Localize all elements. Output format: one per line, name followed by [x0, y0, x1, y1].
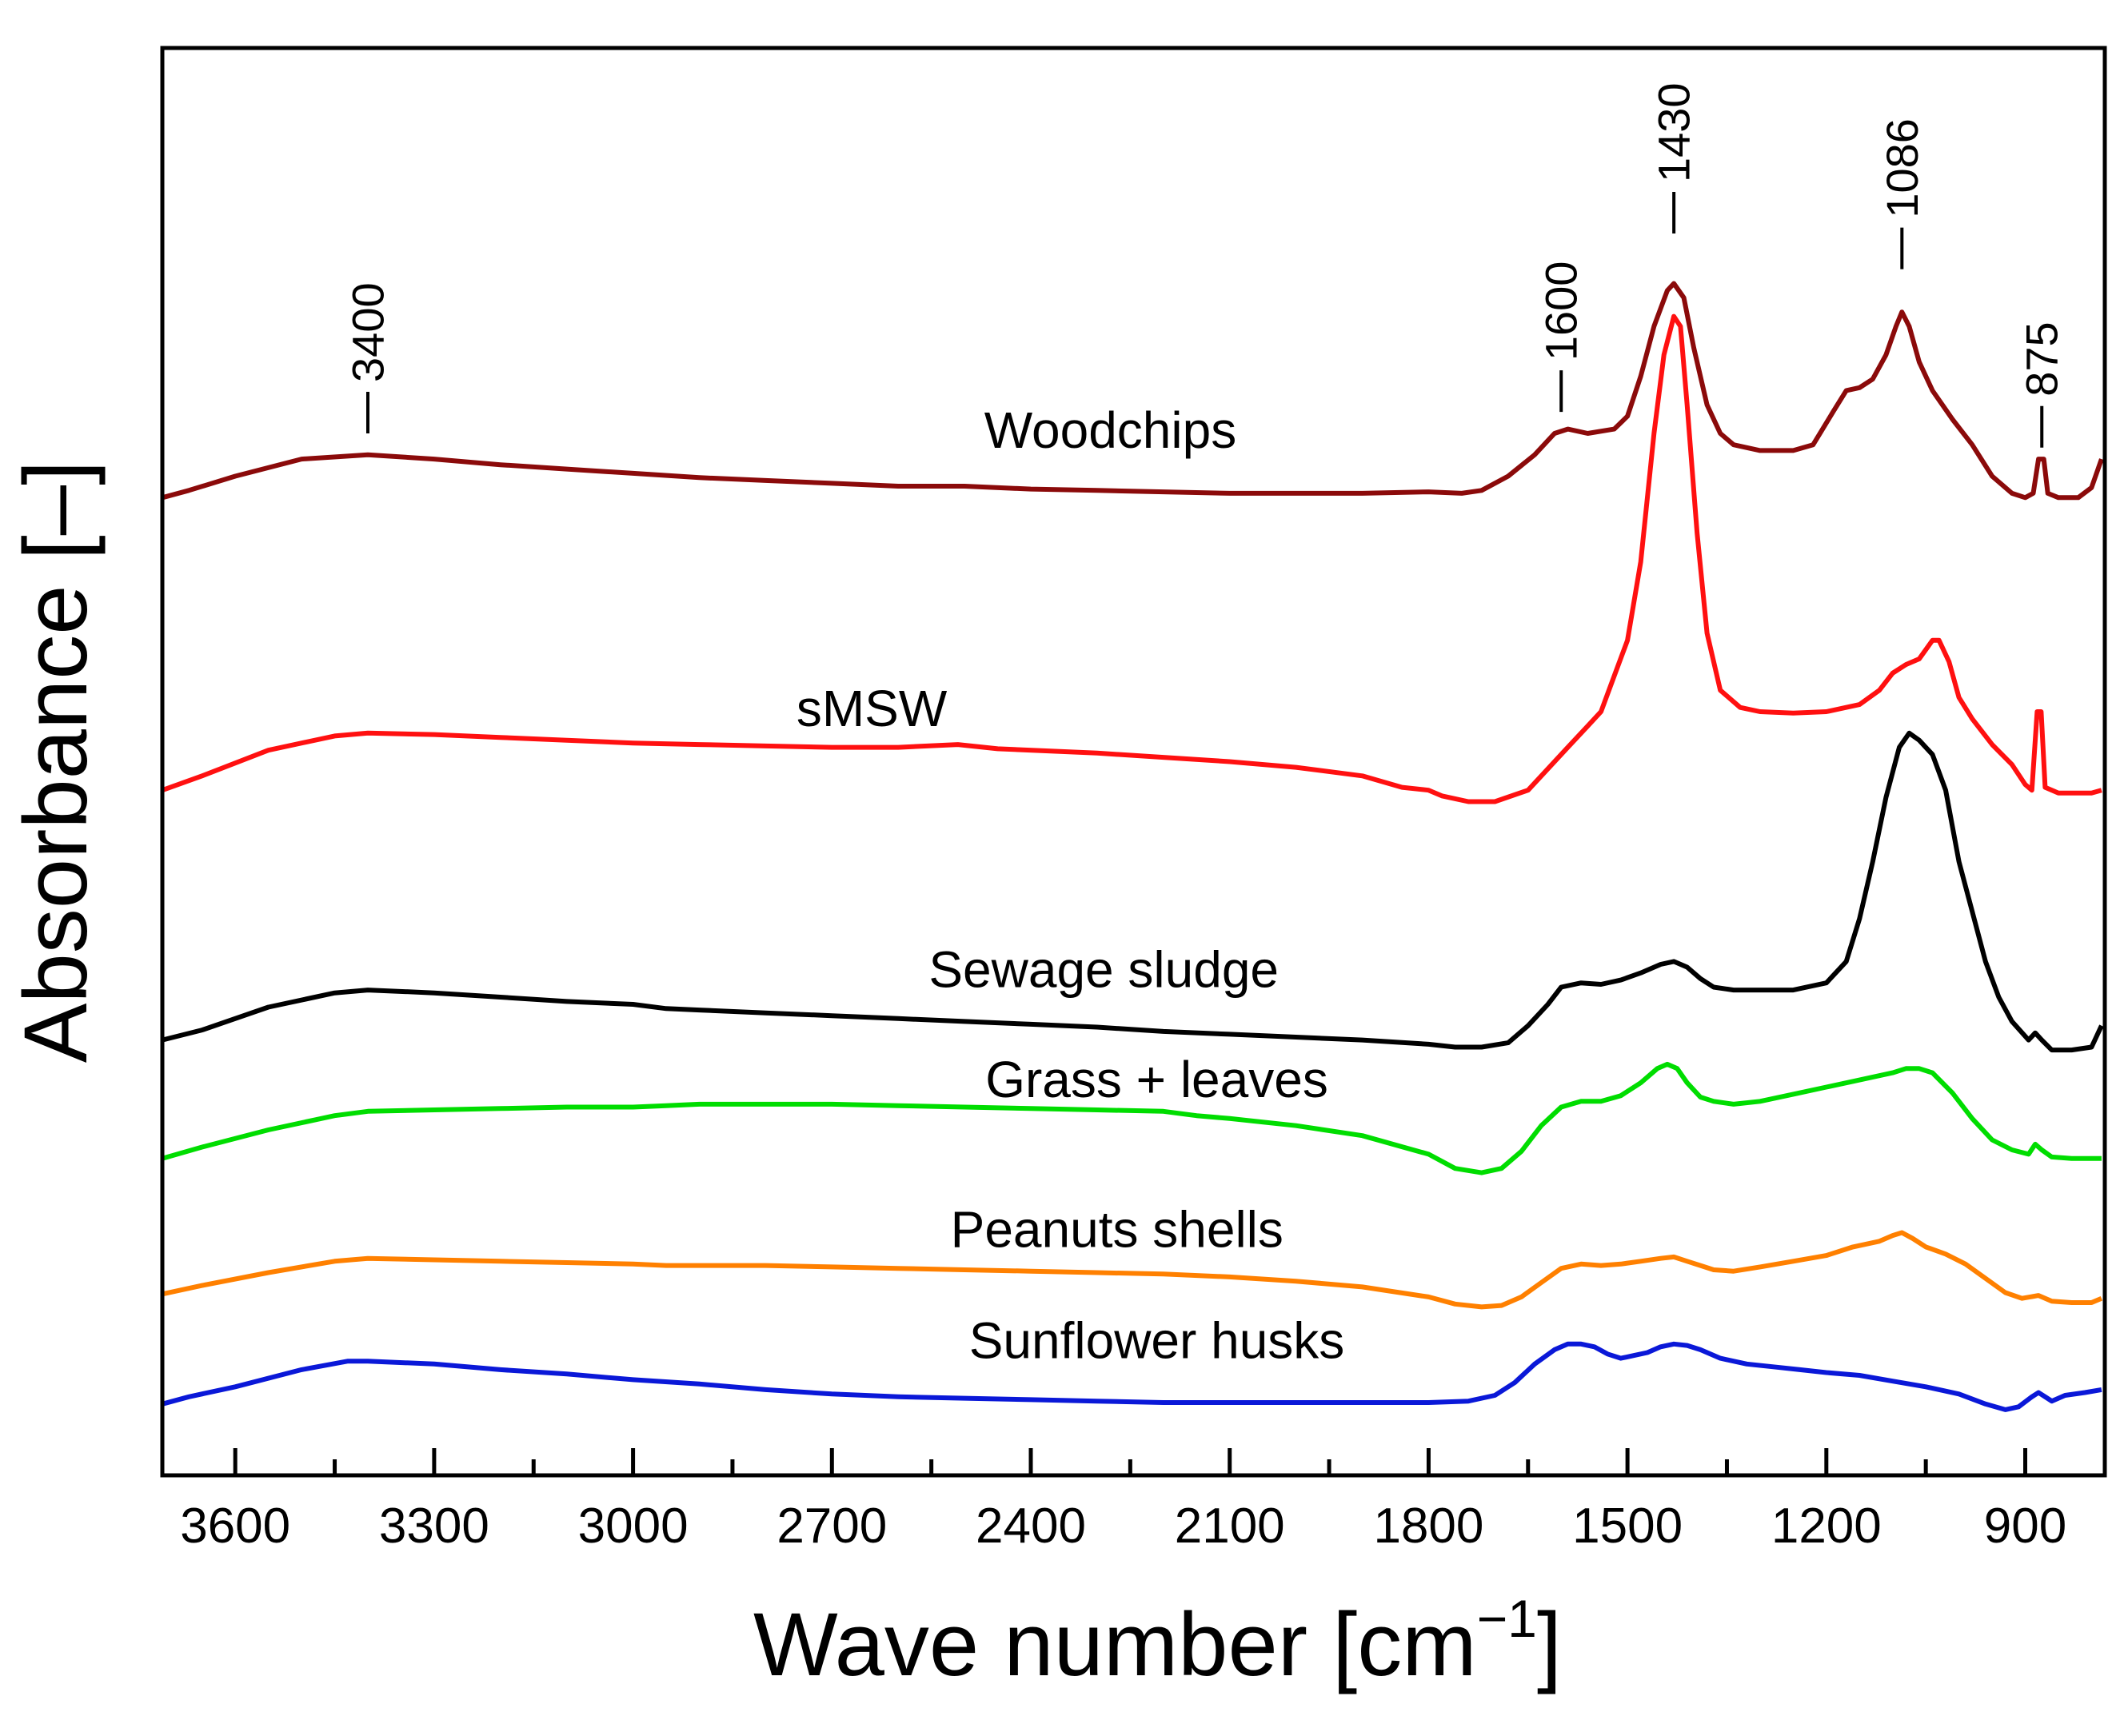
x-tick-label: 2400 — [976, 1499, 1086, 1554]
series-label-grass-leaves: Grass + leaves — [985, 1051, 1328, 1108]
series-labels: Woodchips sMSW Sewage sludge Grass + leaves… — [796, 401, 1344, 1370]
peak-label-875: 875 — [2017, 321, 2067, 396]
series-line-peanuts-shells — [162, 1230, 2103, 1310]
plot-frame — [160, 46, 2107, 1478]
x-tick-label: 2700 — [777, 1499, 887, 1554]
peak-annotation-875: 875 — [2017, 321, 2067, 448]
peak-label-1600: 1600 — [1536, 261, 1587, 361]
x-tick-label: 3600 — [180, 1499, 290, 1554]
series-line-sewage-sludge — [162, 730, 2104, 1053]
series-line-smsw — [161, 313, 2102, 804]
x-tick-label: 2100 — [1175, 1499, 1285, 1554]
peak-label-3400: 3400 — [342, 282, 393, 382]
peak-annotations: 3400 1600 1430 1086 875 — [342, 82, 2067, 448]
series-layer — [161, 281, 2104, 1412]
peak-annotation-1086: 1086 — [1877, 118, 1927, 269]
x-tick-label: 1200 — [1771, 1499, 1882, 1554]
peak-annotation-1430: 1430 — [1649, 82, 1699, 234]
series-label-woodchips: Woodchips — [984, 401, 1236, 459]
series-label-peanuts-shells: Peanuts shells — [951, 1200, 1284, 1258]
x-axis-title-close: ] — [1537, 1594, 1562, 1694]
x-tick-label: 900 — [1984, 1499, 2066, 1554]
series-label-sunflower-husks: Sunflower husks — [969, 1312, 1345, 1370]
series-label-sewage-sludge: Sewage sludge — [928, 941, 1279, 999]
x-axis-ticks: 3600 3300 3000 2700 2400 2100 1800 1500 1200 900 — [180, 1448, 2066, 1554]
peak-annotation-1600: 1600 — [1536, 261, 1587, 413]
x-axis-title-superscript: −1 — [1477, 1589, 1537, 1648]
series-line-grass-leaves — [162, 1061, 2102, 1175]
peak-label-1086: 1086 — [1877, 118, 1927, 218]
series-line-woodchips — [162, 281, 2104, 501]
series-line-sunflower-husks — [162, 1341, 2102, 1412]
x-tick-label: 1800 — [1373, 1499, 1483, 1554]
y-axis-title: Absorbance [–] — [6, 461, 106, 1063]
x-tick-label: 1500 — [1572, 1499, 1683, 1554]
series-label-smsw: sMSW — [796, 680, 948, 737]
peak-label-1430: 1430 — [1649, 82, 1699, 182]
x-axis-title: Wave number [cm−1] — [753, 1589, 1562, 1694]
x-axis-title-main: Wave number [cm — [753, 1594, 1477, 1694]
x-tick-label: 3300 — [379, 1499, 489, 1554]
x-tick-label: 3000 — [578, 1499, 689, 1554]
peak-annotation-3400: 3400 — [342, 282, 393, 433]
